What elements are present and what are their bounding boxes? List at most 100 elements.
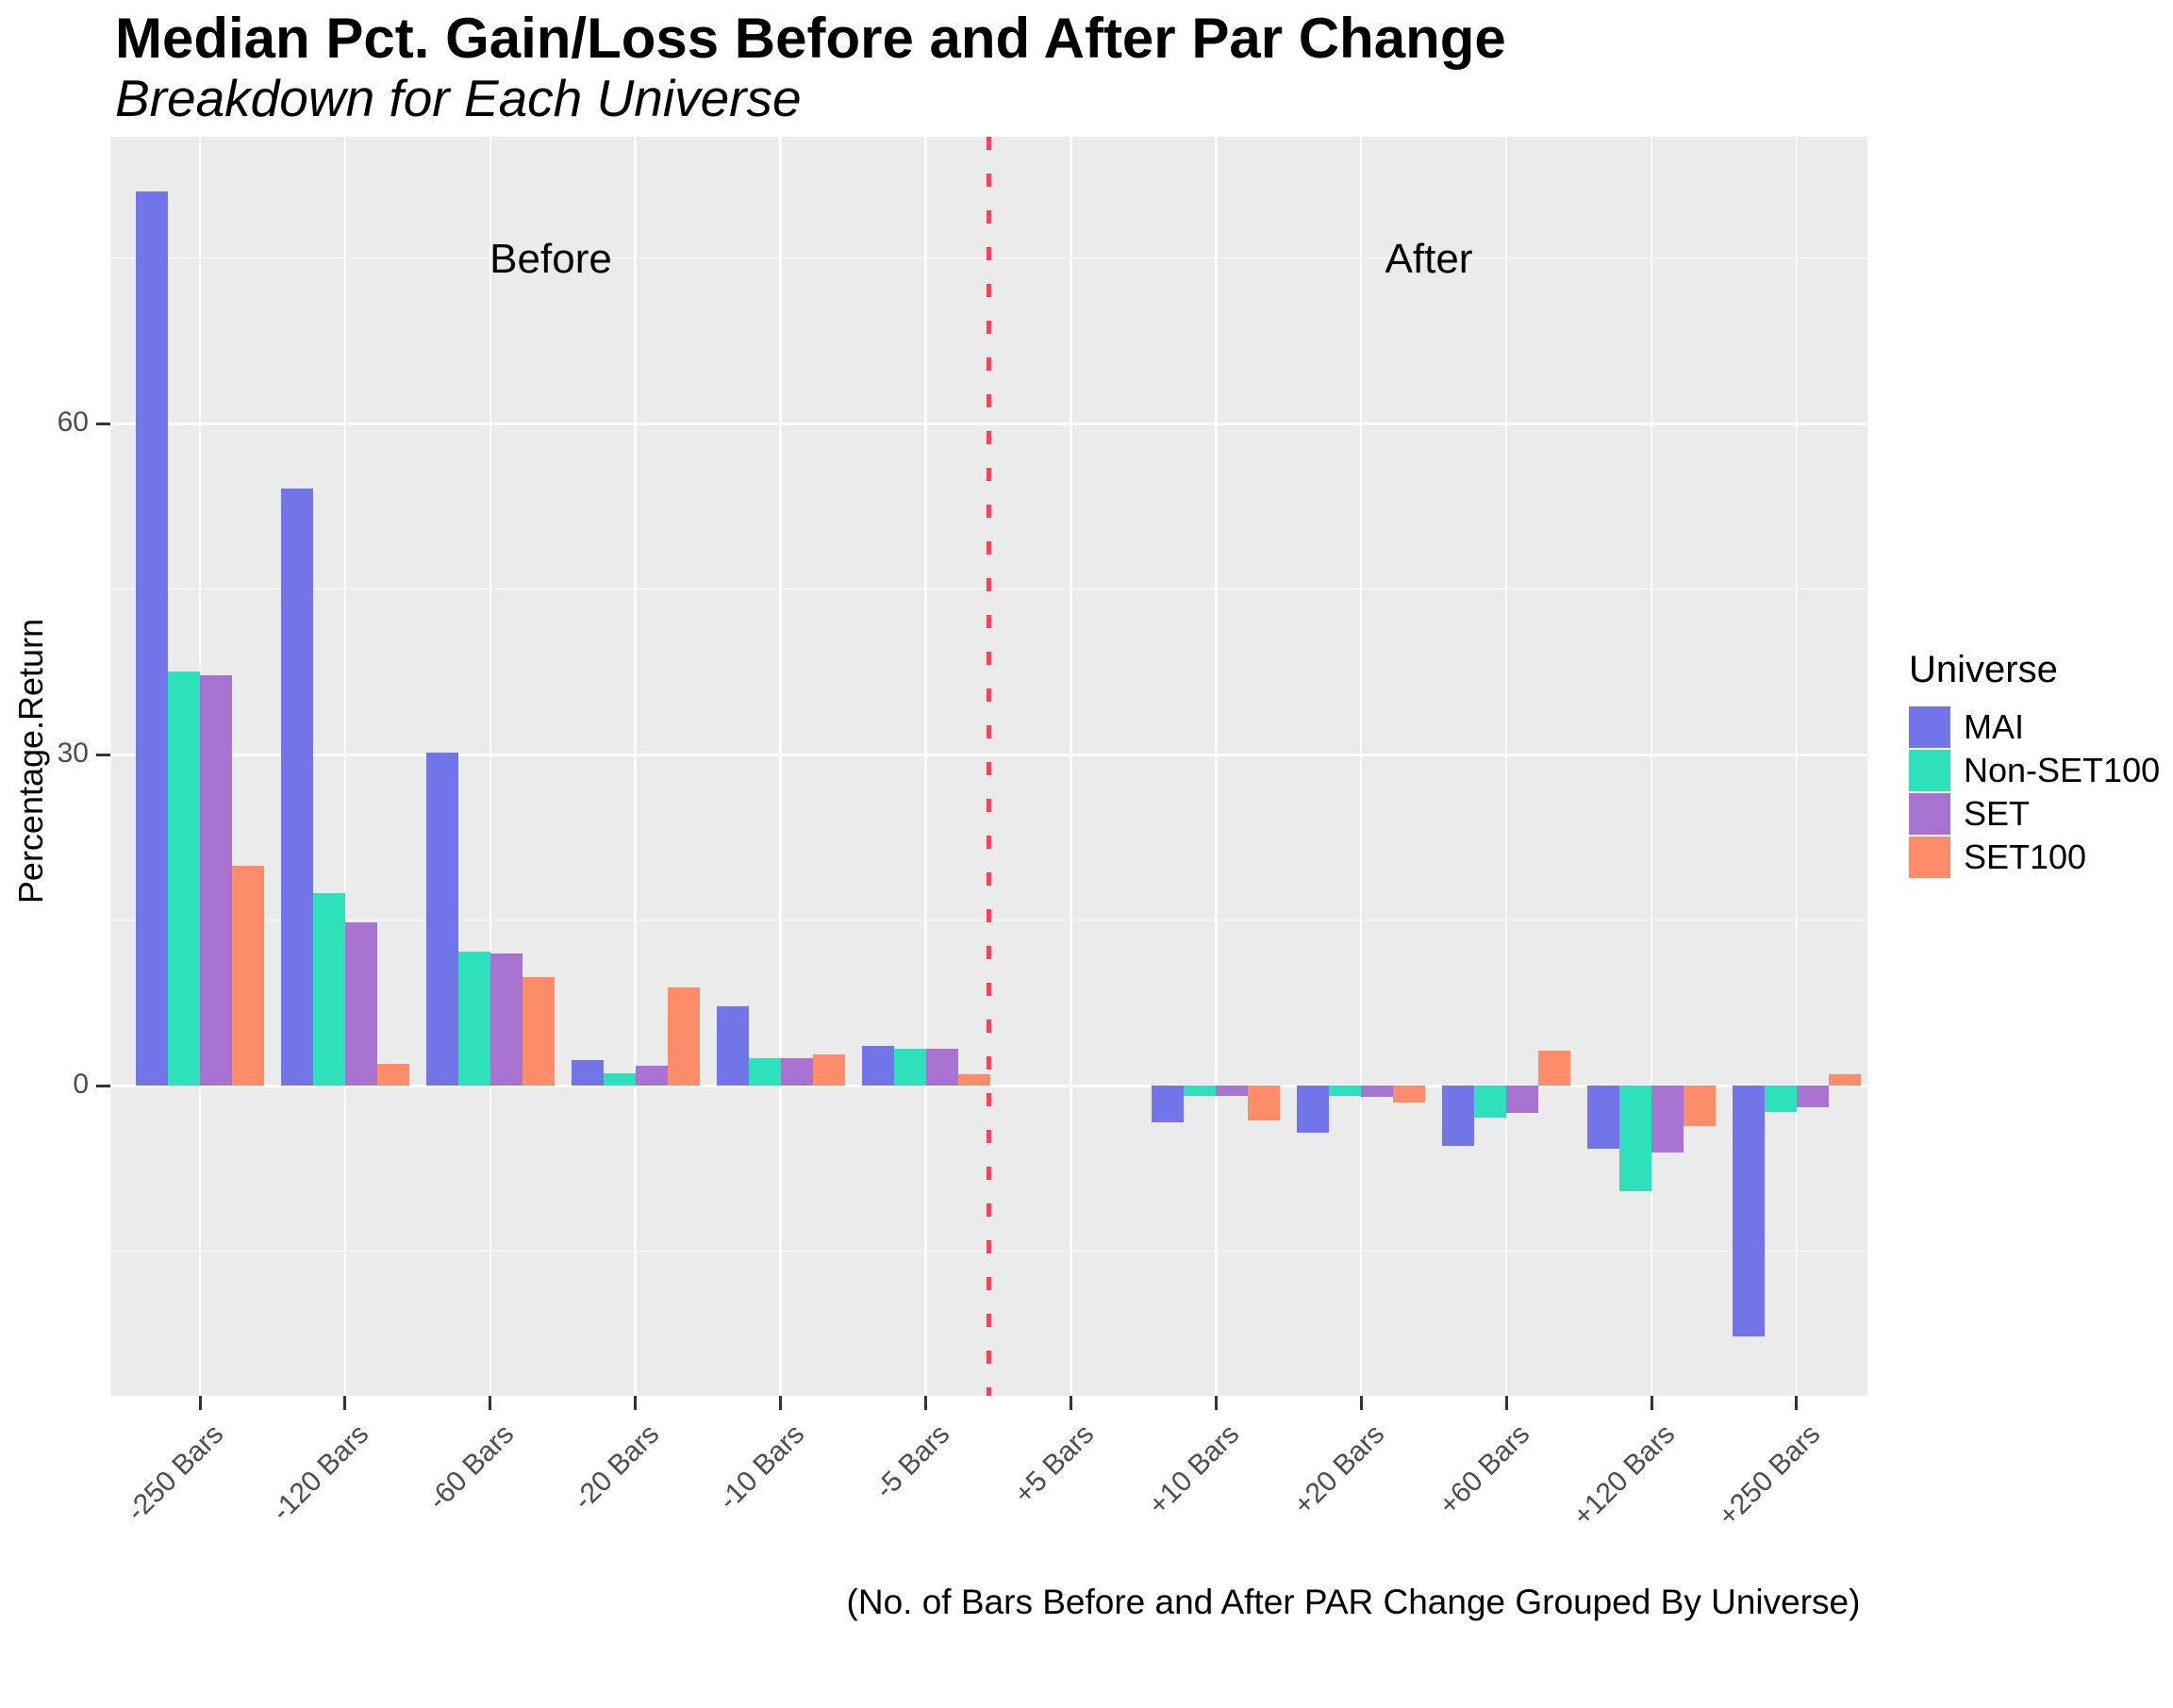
x-tick-label: -20 Bars <box>567 1418 666 1517</box>
bar-MAI--10-Bars <box>716 1005 749 1086</box>
x-tick-label: +120 Bars <box>1567 1418 1682 1533</box>
bar-SET-+60-Bars <box>1506 1086 1539 1114</box>
category-gridline <box>1359 137 1363 1396</box>
y-tick-mark <box>96 422 110 425</box>
bar-Non-SET100--5-Bars <box>893 1049 926 1086</box>
legend-item-label: Non-SET100 <box>1964 751 2161 789</box>
category-gridline <box>1070 137 1072 1396</box>
x-tick-mark <box>1069 1396 1072 1410</box>
bar-SET100-+120-Bars <box>1684 1086 1716 1127</box>
bar-SET100--5-Bars <box>957 1074 990 1086</box>
category-gridline <box>1795 137 1799 1396</box>
x-tick-label: -10 Bars <box>712 1418 810 1517</box>
bar-SET--20-Bars <box>635 1065 668 1086</box>
category-gridline <box>634 137 637 1396</box>
bar-SET-+250-Bars <box>1796 1086 1829 1108</box>
y-tick-label: 0 <box>73 1069 89 1100</box>
x-tick-label: -60 Bars <box>422 1418 521 1517</box>
bar-SET100-+10-Bars <box>1248 1086 1281 1121</box>
legend-swatch <box>1909 793 1950 835</box>
bar-SET-+10-Bars <box>1216 1086 1249 1096</box>
legend-item-MAI: MAI <box>1909 706 2160 748</box>
x-tick-mark <box>489 1396 492 1410</box>
legend-item-Non-SET100: Non-SET100 <box>1909 750 2160 791</box>
legend-item-label: SET <box>1964 794 2031 833</box>
x-tick-mark <box>924 1396 927 1410</box>
x-tick-label: -120 Bars <box>265 1418 375 1528</box>
legend-swatch <box>1909 706 1950 748</box>
category-gridline <box>779 137 782 1396</box>
bar-MAI-+60-Bars <box>1442 1086 1475 1147</box>
bar-SET--120-Bars <box>344 921 377 1086</box>
x-tick-label: -5 Bars <box>869 1418 955 1505</box>
bar-Non-SET100-+20-Bars <box>1329 1086 1362 1096</box>
legend-title: Universe <box>1909 649 2058 690</box>
bar-MAI-+20-Bars <box>1297 1086 1330 1134</box>
legend-swatch <box>1909 837 1950 878</box>
x-axis-caption: (No. of Bars Before and After PAR Change… <box>846 1583 1861 1621</box>
category-gridline <box>924 137 927 1396</box>
legend-item-label: MAI <box>1964 707 2025 746</box>
bar-Non-SET100-+10-Bars <box>1184 1086 1217 1096</box>
bar-SET100--10-Bars <box>812 1054 845 1086</box>
x-tick-mark <box>634 1396 638 1410</box>
y-tick-mark <box>96 753 110 756</box>
par-change-divider-line <box>987 137 991 1396</box>
bar-Non-SET100-+60-Bars <box>1474 1086 1507 1118</box>
chart-title: Median Pct. Gain/Loss Before and After P… <box>115 7 1506 70</box>
bar-MAI-+250-Bars <box>1732 1086 1765 1336</box>
y-tick-mark <box>96 1084 110 1087</box>
x-tick-mark <box>779 1396 783 1410</box>
bar-Non-SET100--250-Bars <box>168 672 200 1086</box>
bar-SET100-+60-Bars <box>1538 1050 1571 1086</box>
category-gridline <box>1650 137 1653 1396</box>
category-gridline <box>1504 137 1508 1396</box>
bar-SET100-+20-Bars <box>1393 1086 1426 1103</box>
bar-MAI--250-Bars <box>136 191 168 1086</box>
bar-Non-SET100--10-Bars <box>748 1057 781 1086</box>
x-tick-mark <box>1504 1396 1508 1410</box>
bar-Non-SET100-+120-Bars <box>1619 1086 1651 1192</box>
bar-SET--250-Bars <box>200 674 232 1086</box>
bar-SET100--250-Bars <box>232 866 264 1086</box>
legend-item-SET100: SET100 <box>1909 837 2160 878</box>
x-tick-mark <box>1795 1396 1799 1410</box>
x-tick-label: +60 Bars <box>1433 1418 1536 1521</box>
bar-Non-SET100-+250-Bars <box>1764 1086 1797 1113</box>
legend-item-SET: SET <box>1909 793 2160 835</box>
x-tick-mark <box>198 1396 202 1410</box>
bar-SET-+120-Bars <box>1651 1086 1684 1153</box>
x-tick-mark <box>1359 1396 1363 1410</box>
category-gridline <box>1215 137 1218 1396</box>
bar-MAI--5-Bars <box>861 1045 894 1086</box>
annotation-before: Before <box>489 236 612 282</box>
category-gridline <box>343 137 347 1396</box>
bar-Non-SET100--20-Bars <box>603 1073 636 1086</box>
category-gridline <box>489 137 492 1396</box>
x-tick-label: +20 Bars <box>1287 1418 1391 1521</box>
bar-MAI--60-Bars <box>425 752 458 1086</box>
bar-SET100-+250-Bars <box>1828 1074 1861 1086</box>
legend-item-label: SET100 <box>1964 837 2087 876</box>
bar-Non-SET100--120-Bars <box>312 893 345 1086</box>
bar-SET--10-Bars <box>780 1057 813 1086</box>
chart-subtitle: Breakdown for Each Universe <box>115 69 802 127</box>
bar-MAI-+120-Bars <box>1587 1086 1619 1149</box>
x-tick-mark <box>1214 1396 1218 1410</box>
bar-SET--60-Bars <box>489 953 523 1086</box>
x-tick-mark <box>343 1396 347 1410</box>
bar-MAI--20-Bars <box>571 1060 604 1086</box>
bar-MAI--120-Bars <box>280 489 313 1086</box>
bar-SET100--120-Bars <box>376 1063 409 1086</box>
y-tick-label: 30 <box>57 738 89 769</box>
bar-SET-+20-Bars <box>1361 1086 1394 1097</box>
legend-items: MAI Non-SET100 SET SET100 <box>1909 706 2160 878</box>
bar-Non-SET100--60-Bars <box>457 952 490 1086</box>
x-tick-label: +250 Bars <box>1712 1418 1827 1533</box>
bar-SET100--20-Bars <box>667 987 700 1086</box>
bar-SET--5-Bars <box>925 1049 958 1086</box>
annotation-after: After <box>1385 236 1473 282</box>
plot-panel: Before After <box>111 137 1867 1396</box>
x-tick-label: +5 Bars <box>1008 1418 1101 1511</box>
chart-figure: Median Pct. Gain/Loss Before and After P… <box>11 7 2160 1621</box>
